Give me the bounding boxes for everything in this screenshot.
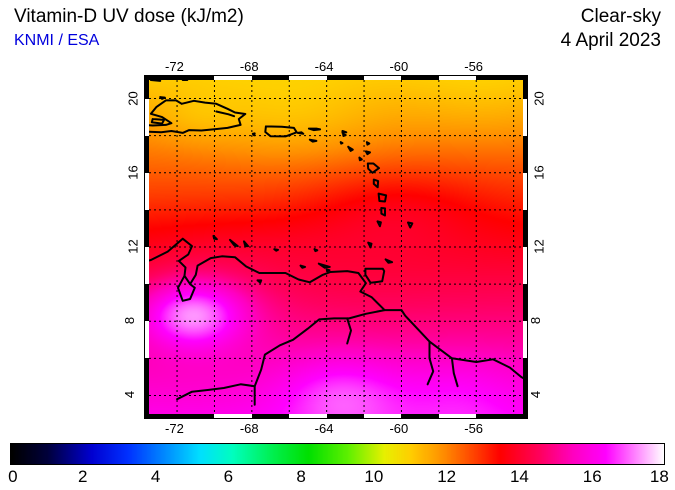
colorbar-tick-8: 8 bbox=[296, 467, 306, 486]
lat-tick-16-right: 16 bbox=[531, 165, 547, 180]
map-frame-border bbox=[144, 75, 528, 419]
lon-tick--72-top: -72 bbox=[165, 59, 184, 74]
date-label: 4 April 2023 bbox=[560, 30, 661, 51]
frame-tick-segment bbox=[438, 414, 477, 418]
lat-tick-16-left: 16 bbox=[125, 165, 141, 180]
frame-tick-segment bbox=[438, 76, 477, 80]
lon-tick--56-top: -56 bbox=[464, 59, 484, 74]
frame-tick-segment bbox=[145, 247, 149, 285]
frame-tick-segment bbox=[145, 321, 149, 359]
graticule-grid bbox=[149, 80, 523, 414]
lat-tick-20-left: 20 bbox=[125, 90, 141, 106]
coastline-overlay bbox=[149, 80, 523, 406]
lat-tick-8-left: 8 bbox=[122, 317, 138, 325]
lon-tick--64-top: -64 bbox=[314, 59, 334, 74]
lon-tick--68-top: -68 bbox=[239, 59, 259, 74]
lon-tick--60-bottom: -60 bbox=[389, 421, 409, 436]
frame-tick-segment bbox=[523, 247, 527, 285]
lon-tick--72-bottom: -72 bbox=[165, 421, 184, 436]
lon-tick--56-bottom: -56 bbox=[464, 421, 484, 436]
colorbar-gradient bbox=[10, 443, 665, 465]
frame-tick-segment bbox=[214, 414, 252, 418]
frame-tick-segment bbox=[523, 98, 527, 136]
lat-tick-4-left: 4 bbox=[122, 391, 138, 399]
colorbar-tick-16: 16 bbox=[582, 467, 602, 486]
frame-tick-segment bbox=[289, 414, 327, 418]
colorbar-tick-2: 2 bbox=[78, 467, 88, 486]
lat-tick-20-right: 20 bbox=[531, 90, 547, 106]
frame-tick-segment bbox=[289, 76, 327, 80]
lat-tick-12-right: 12 bbox=[531, 239, 547, 254]
frame-tick-segment bbox=[523, 321, 527, 359]
frame-tick-segment bbox=[145, 98, 149, 136]
map-panel bbox=[144, 75, 528, 419]
colorbar-tick-4: 4 bbox=[150, 467, 161, 486]
frame-tick-segment bbox=[214, 76, 252, 80]
colorbar-panel: 0 2 4 6 8 10 12 14 16 18 bbox=[8, 443, 669, 486]
frame-tick-segment bbox=[364, 76, 402, 80]
lon-tick--64-bottom: -64 bbox=[314, 421, 334, 436]
map-plot-area bbox=[149, 80, 523, 414]
colorbar-tick-labels: 0 2 4 6 8 10 12 14 16 18 bbox=[8, 467, 669, 489]
lat-tick-4-right: 4 bbox=[528, 391, 544, 399]
frame-tick-segment bbox=[364, 414, 402, 418]
colorbar-tick-18: 18 bbox=[649, 467, 669, 486]
lon-tick--60-top: -60 bbox=[389, 59, 409, 74]
lat-tick-12-left: 12 bbox=[125, 239, 141, 254]
colorbar-tick-10: 10 bbox=[364, 467, 384, 486]
page-title: Vitamin-D UV dose (kJ/m2) bbox=[14, 6, 244, 27]
attribution-knmi-esa: KNMI / ESA bbox=[14, 32, 100, 49]
frame-tick-segment bbox=[145, 172, 149, 210]
colorbar-tick-0: 0 bbox=[8, 467, 18, 486]
colorbar-tick-6: 6 bbox=[223, 467, 234, 486]
lat-tick-8-right: 8 bbox=[528, 317, 544, 325]
sky-condition-label: Clear-sky bbox=[580, 6, 661, 27]
colorbar-tick-12: 12 bbox=[437, 467, 457, 486]
lon-tick--68-bottom: -68 bbox=[239, 421, 259, 436]
frame-tick-segment bbox=[523, 172, 527, 210]
colorbar-tick-14: 14 bbox=[509, 467, 529, 486]
